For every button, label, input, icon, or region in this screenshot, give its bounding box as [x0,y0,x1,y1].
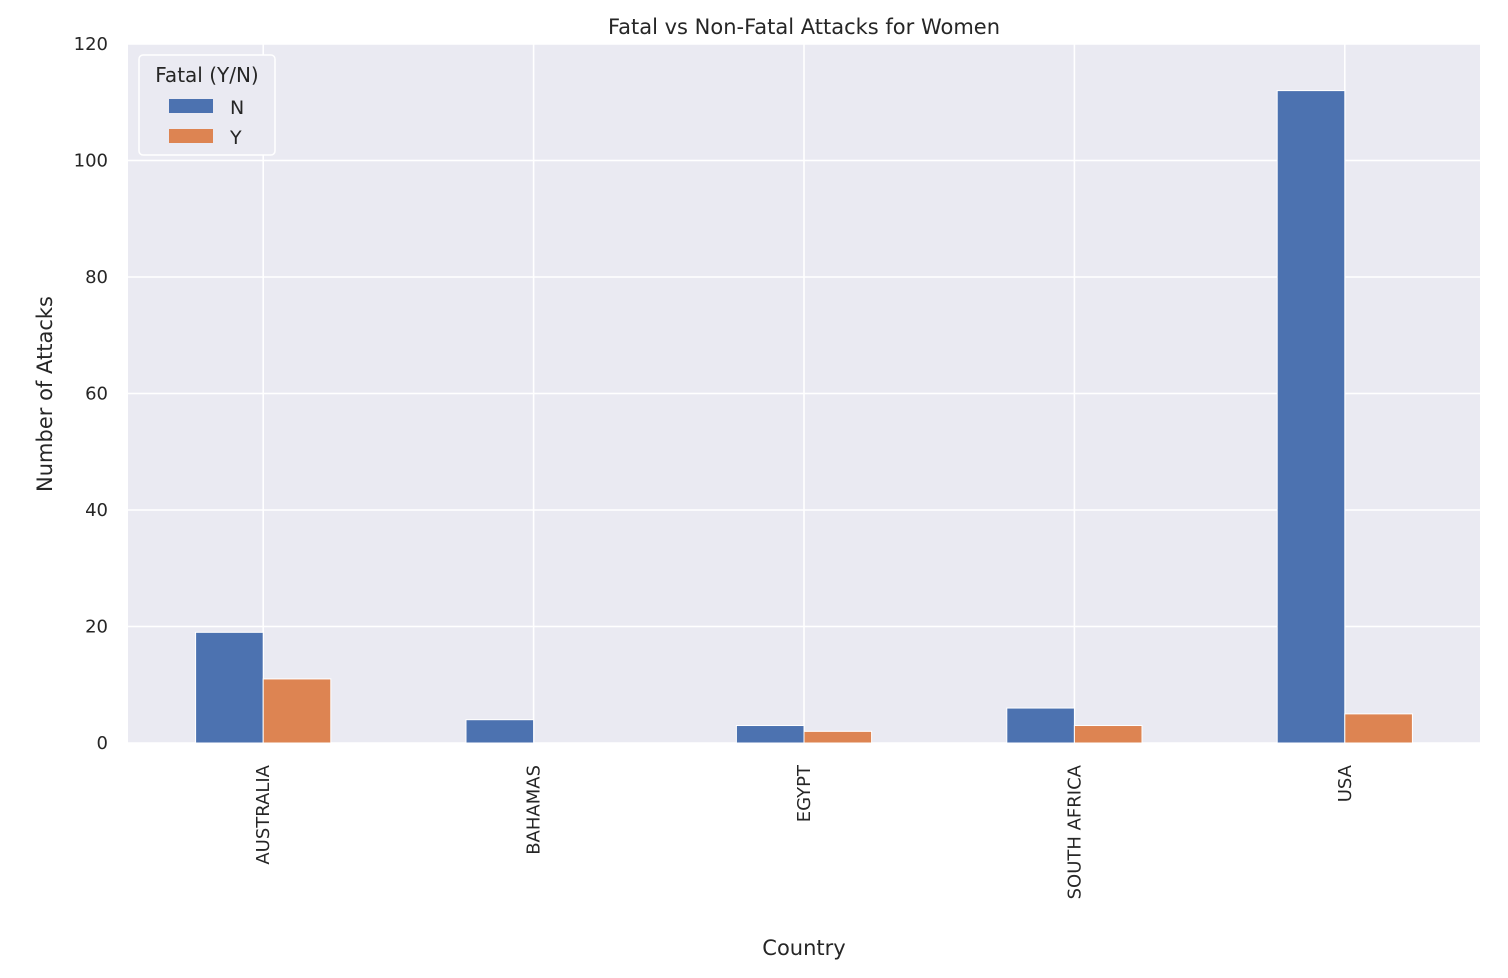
x-axis-ticks: AUSTRALIA BAHAMAS EGYPT SOUTH AFRICA USA [253,764,1356,899]
chart-title: Fatal vs Non-Fatal Attacks for Women [608,15,1000,39]
x-tick-label: BAHAMAS [524,765,545,855]
legend: Fatal (Y/N) N Y [138,54,276,156]
bars [195,90,1413,744]
x-tick-label: AUSTRALIA [253,764,274,864]
x-axis-title: Country [762,936,845,960]
bar-n-bahamas [465,719,535,744]
y-tick-label: 20 [85,617,108,638]
legend-swatch-y [169,129,213,143]
bar-n-south-africa [1006,707,1075,744]
y-axis-ticks: 0 20 40 60 80 100 120 [74,34,108,754]
y-tick-label: 0 [97,733,108,754]
y-tick-label: 40 [85,500,108,521]
y-tick-label: 80 [85,267,108,288]
x-tick-label: SOUTH AFRICA [1064,764,1085,899]
bar-y-south-africa [1073,725,1143,744]
bar-n-australia [195,631,264,744]
legend-label-n: N [230,97,244,119]
bar-n-usa [1276,90,1346,744]
legend-label-y: Y [229,127,242,149]
bar-y-australia [262,678,332,744]
bar-n-egypt [735,725,805,744]
x-tick-label: EGYPT [794,764,815,822]
bar-y-egypt [803,730,873,744]
bar-y-usa [1344,713,1413,744]
y-tick-label: 100 [74,151,108,172]
x-tick-label: USA [1335,764,1356,802]
y-tick-label: 120 [74,34,108,55]
legend-swatch-n [169,99,213,113]
legend-title: Fatal (Y/N) [155,63,258,87]
y-axis-title: Number of Attacks [33,296,57,492]
y-tick-label: 60 [85,384,108,405]
grid-lines [128,43,1480,744]
